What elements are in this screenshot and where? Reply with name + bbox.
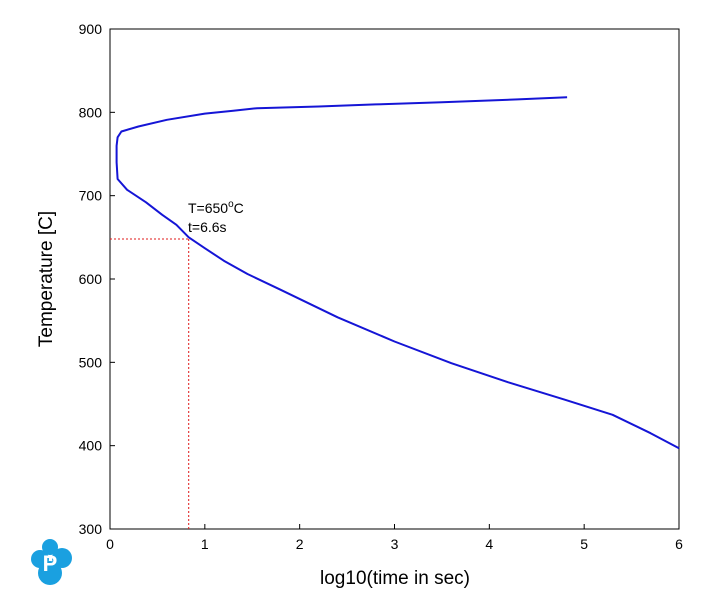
x-tick-label: 2 (296, 536, 304, 552)
company-logo: P (31, 539, 72, 585)
annotation-temperature-unit: C (234, 200, 244, 216)
plot-area (109, 28, 680, 530)
y-tick-label: 900 (79, 21, 103, 37)
annotation-temperature: T=650oC (188, 199, 244, 216)
x-tick-label: 6 (675, 536, 683, 552)
x-tick-label: 4 (485, 536, 493, 552)
y-tick-label: 300 (79, 521, 103, 537)
x-tick-label: 5 (580, 536, 588, 552)
y-tick-label: 700 (79, 188, 103, 204)
y-tick-label: 500 (79, 354, 103, 370)
annotation-degree-superscript: o (228, 199, 234, 210)
y-tick-label: 800 (79, 104, 103, 120)
x-axis-title: log10(time in sec) (320, 568, 470, 589)
y-axis-title: Temperature [C] (36, 211, 57, 347)
series-line (115, 96, 680, 450)
annotation-time: t=6.6s (188, 219, 227, 235)
logo-bubble-bottom (38, 561, 62, 585)
x-tick-label: 0 (106, 536, 114, 552)
logo-letter: P (43, 551, 58, 576)
annotation-guides (110, 238, 190, 529)
annotation-temperature-value: T=650 (188, 200, 228, 216)
series-layer (115, 96, 680, 450)
logo-bubble-right (52, 548, 72, 568)
x-tick-label: 1 (201, 536, 209, 552)
axis-ticks: 0 1 2 3 4 5 6 300 400 500 600 700 800 900 (79, 21, 683, 552)
y-tick-label: 600 (79, 271, 103, 287)
x-tick-label: 3 (391, 536, 399, 552)
y-tick-label: 400 (79, 438, 103, 454)
logo-bubble-top (42, 539, 58, 555)
